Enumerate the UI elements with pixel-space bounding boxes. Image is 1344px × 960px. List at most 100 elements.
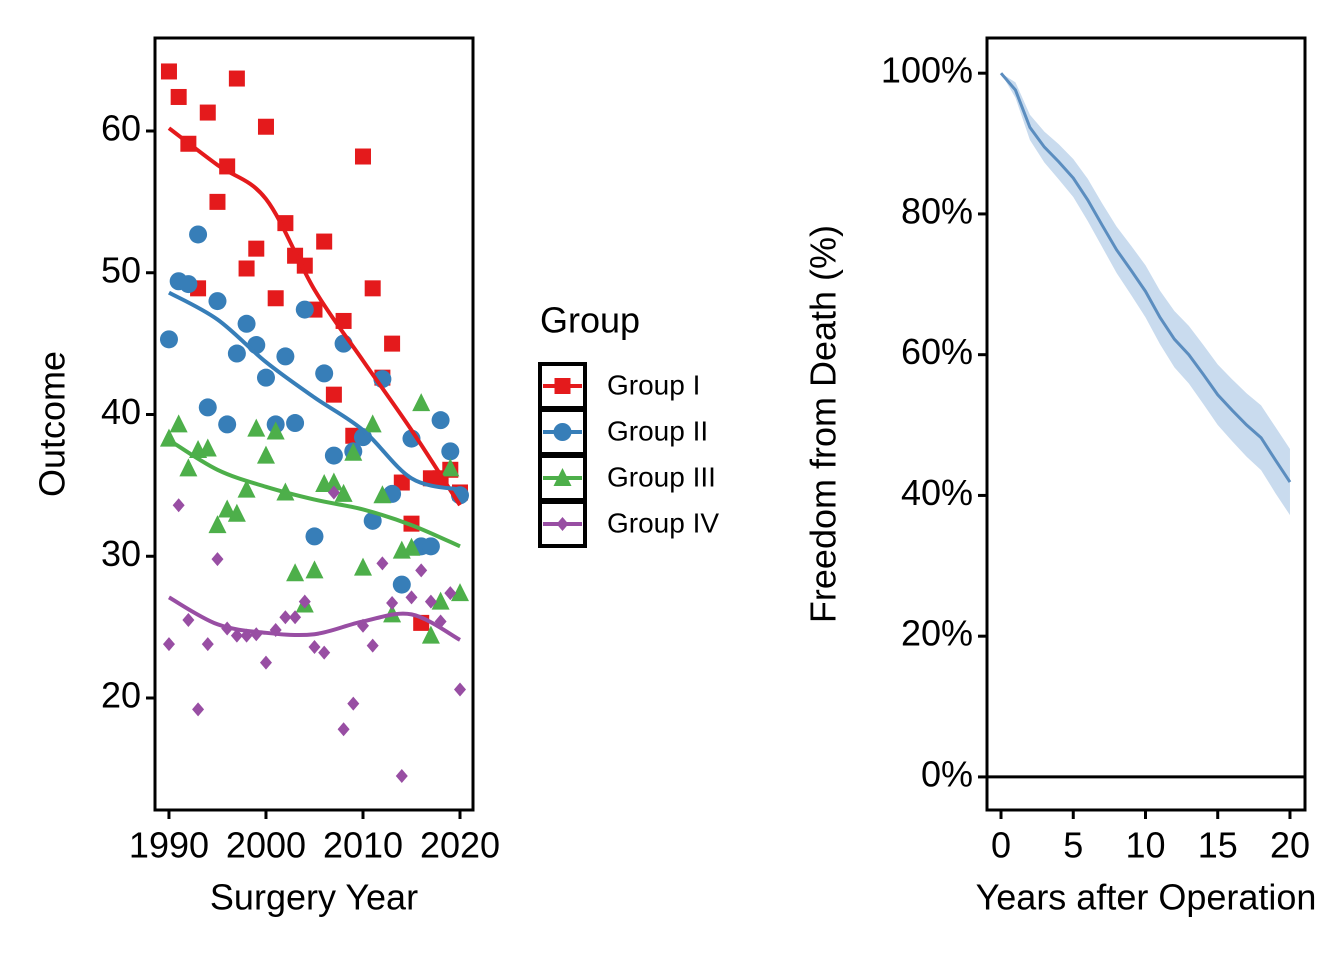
point bbox=[298, 594, 311, 609]
point bbox=[344, 442, 363, 461]
point bbox=[431, 591, 450, 610]
point bbox=[441, 442, 460, 461]
plot-area bbox=[987, 72, 1305, 779]
point bbox=[211, 552, 224, 567]
survival-line bbox=[999, 72, 1292, 483]
point bbox=[412, 393, 431, 412]
point bbox=[366, 638, 379, 653]
legend-label: Group III bbox=[607, 461, 716, 492]
trend-line bbox=[167, 595, 461, 642]
point bbox=[179, 458, 198, 477]
point bbox=[237, 479, 256, 498]
point bbox=[373, 485, 392, 504]
x-tick-label: 2000 bbox=[226, 825, 306, 866]
point bbox=[395, 768, 408, 783]
point bbox=[208, 515, 227, 534]
point bbox=[421, 625, 440, 644]
legend-marker bbox=[553, 468, 572, 486]
point bbox=[402, 537, 421, 556]
legend-marker bbox=[556, 517, 569, 531]
x-tick-label: 2020 bbox=[420, 825, 500, 866]
y-axis-title: Outcome bbox=[32, 351, 73, 497]
point bbox=[259, 655, 272, 670]
point bbox=[198, 438, 217, 457]
point bbox=[179, 275, 198, 294]
legend-marker bbox=[554, 378, 571, 394]
point bbox=[424, 594, 437, 609]
legend-marker bbox=[553, 423, 572, 441]
point bbox=[444, 586, 457, 601]
point bbox=[376, 556, 389, 571]
point bbox=[441, 458, 460, 477]
y-tick-label: 30 bbox=[101, 533, 141, 574]
y-tick-label: 20% bbox=[901, 613, 973, 654]
point bbox=[354, 148, 371, 165]
point bbox=[266, 421, 285, 440]
point bbox=[160, 63, 177, 80]
x-tick-label: 2010 bbox=[323, 825, 403, 866]
point bbox=[337, 722, 350, 737]
plot-frame bbox=[985, 36, 1307, 812]
x-tick-label: 0 bbox=[991, 825, 1011, 866]
point bbox=[363, 511, 382, 530]
y-tick-label: 80% bbox=[901, 190, 973, 231]
point bbox=[289, 610, 302, 625]
y-tick-label: 60% bbox=[901, 331, 973, 372]
point bbox=[189, 225, 208, 244]
point bbox=[386, 596, 399, 611]
point bbox=[182, 613, 195, 628]
trend-line bbox=[167, 126, 462, 507]
point bbox=[228, 70, 245, 87]
point bbox=[198, 398, 217, 417]
point bbox=[237, 314, 256, 333]
point bbox=[248, 240, 265, 257]
trend-line bbox=[167, 438, 461, 549]
y-tick-label: 60 bbox=[101, 108, 141, 149]
point bbox=[201, 637, 214, 652]
point bbox=[324, 472, 343, 491]
point bbox=[353, 557, 372, 576]
point bbox=[347, 696, 360, 711]
point bbox=[305, 527, 324, 546]
point bbox=[208, 292, 227, 311]
legend-label: Group II bbox=[607, 415, 708, 446]
point bbox=[316, 233, 333, 250]
point bbox=[324, 446, 343, 465]
plot-panel: 0% 20% 40% 60% 80% 100% 0 5 10 15 20 Years after Op… bbox=[803, 36, 1317, 918]
x-tick-label: 5 bbox=[1063, 825, 1083, 866]
point bbox=[209, 193, 226, 210]
point bbox=[295, 300, 314, 319]
point bbox=[227, 503, 246, 522]
x-tick-label: 20 bbox=[1270, 825, 1310, 866]
point bbox=[218, 499, 237, 518]
point bbox=[451, 583, 470, 602]
point bbox=[334, 483, 353, 502]
point bbox=[159, 330, 178, 349]
point bbox=[286, 414, 305, 433]
plot-frame bbox=[153, 36, 475, 812]
point bbox=[325, 386, 342, 403]
point bbox=[218, 415, 237, 434]
point bbox=[364, 280, 381, 297]
x-tick-label: 1990 bbox=[129, 825, 209, 866]
point bbox=[405, 590, 418, 605]
point bbox=[393, 474, 410, 491]
x-axis-title: Surgery Year bbox=[210, 877, 418, 918]
x-axis-title: Years after Operation bbox=[976, 877, 1317, 918]
plot-area bbox=[159, 63, 470, 783]
point bbox=[384, 335, 401, 352]
point bbox=[230, 628, 243, 643]
point bbox=[256, 445, 275, 464]
point bbox=[162, 637, 175, 652]
x-tick-label: 15 bbox=[1198, 825, 1238, 866]
legend-title: Group bbox=[540, 300, 640, 341]
point bbox=[286, 563, 305, 582]
y-tick-label: 40 bbox=[101, 391, 141, 432]
y-tick-label: 100% bbox=[881, 50, 973, 91]
point bbox=[363, 414, 382, 433]
legend-label: Group I bbox=[607, 369, 700, 400]
point bbox=[276, 347, 295, 366]
y-axis-title: Freedom from Death (%) bbox=[803, 225, 844, 623]
